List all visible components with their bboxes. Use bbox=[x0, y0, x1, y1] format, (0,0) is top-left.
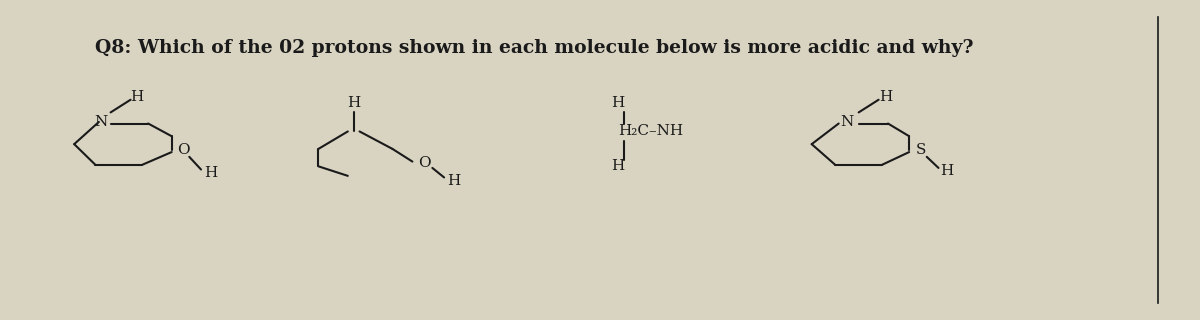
Text: H: H bbox=[446, 174, 460, 188]
Text: O: O bbox=[178, 143, 190, 157]
Text: H₂C–NH: H₂C–NH bbox=[618, 124, 683, 139]
Text: H: H bbox=[204, 166, 217, 180]
Text: H: H bbox=[130, 90, 143, 104]
Text: H: H bbox=[611, 159, 624, 173]
Text: H: H bbox=[611, 96, 624, 110]
Text: Q8: Which of the 02 protons shown in each molecule below is more acidic and why?: Q8: Which of the 02 protons shown in eac… bbox=[95, 39, 974, 58]
Text: O: O bbox=[418, 156, 431, 170]
Text: S: S bbox=[916, 143, 926, 157]
Text: N: N bbox=[840, 115, 853, 129]
Text: N: N bbox=[95, 115, 108, 129]
Text: H: H bbox=[880, 90, 893, 104]
Text: H: H bbox=[347, 96, 360, 110]
Text: H: H bbox=[940, 164, 953, 178]
